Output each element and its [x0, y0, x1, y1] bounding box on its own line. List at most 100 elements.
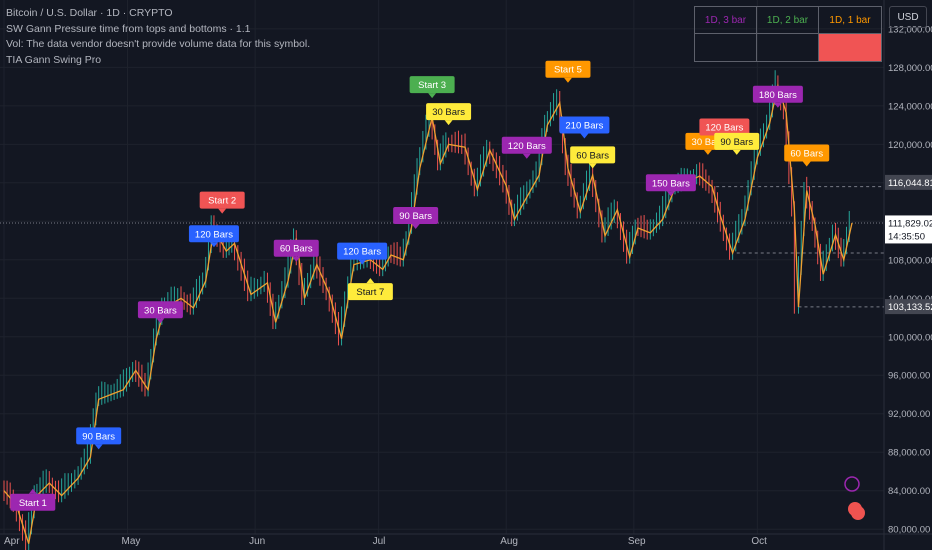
label-box: [559, 116, 610, 134]
label-pointer: [773, 102, 782, 108]
label-pointer: [218, 208, 227, 214]
x-tick-label: Sep: [628, 536, 646, 547]
price-label-bg: [885, 215, 932, 244]
label-pointer: [292, 256, 301, 262]
bar-count-label: 150 Bars: [645, 174, 696, 197]
label-text: 150 Bars: [652, 178, 690, 189]
x-tick-label: Oct: [751, 536, 767, 547]
price-axis-label: 116,044.81: [885, 174, 932, 190]
label-pointer: [366, 278, 375, 284]
y-tick-label: 120,000.00: [888, 140, 932, 151]
y-tick-label: 100,000.00: [888, 332, 932, 343]
label-box: [137, 301, 183, 319]
label-box: [426, 103, 472, 121]
x-tick-label: May: [121, 536, 140, 547]
label-text: Start 1: [19, 498, 47, 509]
label-box: [393, 206, 439, 224]
bar-count-label: 60 Bars: [570, 146, 616, 169]
label-text: 60 Bars: [280, 244, 313, 255]
label-box: [273, 239, 319, 257]
label-pointer: [358, 259, 367, 265]
y-tick-label: 88,000.00: [888, 448, 930, 459]
x-tick-label: Apr: [4, 536, 20, 547]
y-tick-label: 128,000.00: [888, 63, 932, 74]
price-label-text: 111,829.02: [888, 218, 932, 229]
label-text: 60 Bars: [576, 150, 609, 161]
label-text: 120 Bars: [343, 247, 381, 258]
label-text: Start 3: [418, 80, 446, 91]
bar-count-label: Start 7: [347, 278, 393, 301]
indicator-volume[interactable]: Vol: The data vendor doesn't provide vol…: [6, 38, 311, 50]
chart-legend: Bitcoin / U.S. Dollar · 1D · CRYPTO SW G…: [6, 6, 310, 68]
indicator-tia-gann-swing[interactable]: TIA Gann Swing Pro: [6, 53, 102, 66]
label-text: 120 Bars: [508, 141, 546, 152]
bar-count-label: 90 Bars: [393, 206, 439, 229]
tf-header-1bar: 1D, 1 bar: [819, 7, 881, 34]
label-text: Start 2: [208, 196, 236, 207]
y-tick-label: 84,000.00: [888, 486, 930, 497]
swing-line: [3, 83, 853, 544]
label-text: Start 5: [554, 65, 582, 76]
y-tick-label: 108,000.00: [888, 255, 932, 266]
label-pointer: [563, 77, 572, 83]
bar-count-label: 90 Bars: [714, 132, 760, 155]
label-box: [199, 191, 245, 209]
bar-count-label: Start 3: [409, 76, 455, 99]
bar-count-label: 60 Bars: [784, 144, 830, 167]
label-pointer: [522, 153, 531, 159]
label-pointer: [588, 163, 597, 169]
bar-count-label: 180 Bars: [752, 85, 803, 108]
price-axis-label: 111,829.02 14:35:50: [885, 215, 932, 244]
label-text: 210 Bars: [565, 121, 603, 132]
x-tick-label: Aug: [500, 536, 518, 547]
label-pointer: [666, 191, 675, 197]
timeframe-table: 1D, 3 bar 1D, 2 bar 1D, 1 bar: [694, 6, 882, 62]
y-tick-label: 132,000.00: [888, 24, 932, 35]
y-tick-label: 96,000.00: [888, 371, 930, 382]
label-text: 180 Bars: [759, 90, 797, 101]
label-box: [752, 85, 803, 103]
label-box: [501, 136, 552, 154]
bar-count-label: 120 Bars: [188, 225, 239, 248]
label-text: 30 Bars: [692, 137, 725, 148]
label-pointer: [209, 242, 218, 248]
x-tick-label: Jun: [249, 536, 265, 547]
tf-header-2bar: 1D, 2 bar: [757, 7, 819, 34]
y-tick-label: 92,000.00: [888, 409, 930, 420]
label-box: [409, 76, 455, 94]
label-box: [784, 144, 830, 162]
indicator-gann-pressure[interactable]: SW Gann Pressure time from tops and bott…: [6, 22, 251, 35]
label-box: [347, 283, 393, 301]
price-label-text: 103,133.52: [888, 302, 932, 313]
y-tick-label: 124,000.00: [888, 101, 932, 112]
label-pointer: [94, 444, 103, 450]
bar-count-label: 90 Bars: [76, 427, 122, 450]
bar-count-label: 30 Bars: [137, 301, 183, 324]
bar-count-label: 30 Bars: [426, 103, 472, 126]
bar-count-label: Start 1: [10, 488, 56, 511]
label-pointer: [444, 120, 453, 126]
bar-count-label: Start 5: [545, 60, 591, 83]
bar-count-label: 120 Bars: [337, 242, 388, 265]
label-box: [10, 493, 56, 511]
label-pointer: [156, 318, 165, 324]
bar-count-label: Start 2: [199, 191, 245, 214]
label-text: 90 Bars: [399, 211, 432, 222]
label-pointer: [802, 161, 811, 167]
label-box: [570, 146, 616, 164]
label-box: [76, 427, 122, 445]
label-text: 120 Bars: [705, 122, 743, 133]
label-box: [337, 242, 388, 260]
flag-icon: [851, 506, 865, 520]
label-text: 120 Bars: [195, 229, 233, 240]
label-pointer: [28, 488, 37, 494]
label-box: [645, 174, 696, 192]
bar-count-label: 60 Bars: [273, 239, 319, 262]
price-label-bg: [885, 174, 932, 190]
y-tick-label: 80,000.00: [888, 525, 930, 536]
currency-selector[interactable]: USD: [889, 6, 927, 28]
symbol-title[interactable]: Bitcoin / U.S. Dollar · 1D · CRYPTO: [6, 7, 173, 19]
x-tick-label: Jul: [373, 536, 386, 547]
label-box: [545, 60, 591, 78]
